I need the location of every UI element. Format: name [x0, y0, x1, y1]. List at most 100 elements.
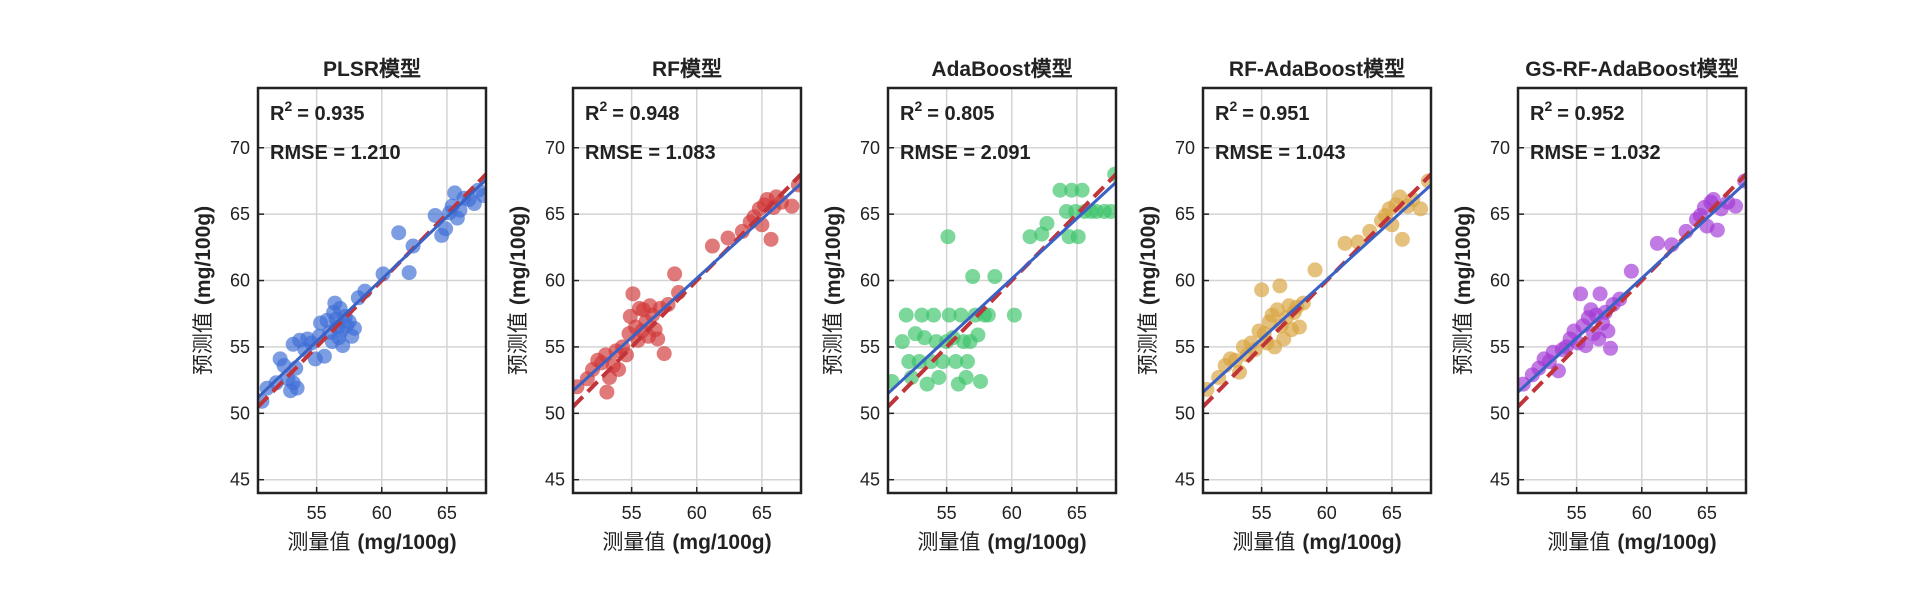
data-point: [1006, 307, 1022, 323]
data-point: [391, 225, 407, 241]
y-tick-label: 65: [1175, 204, 1195, 224]
rmse-annotation: RMSE = 1.083: [585, 142, 716, 164]
data-point: [475, 188, 486, 204]
data-point: [1728, 198, 1744, 214]
y-tick-label: 60: [1175, 271, 1195, 291]
x-tick-label: 60: [687, 503, 707, 523]
r2-superscript: 2: [1229, 98, 1237, 114]
x-axis-label-unit: (mg/100g): [672, 531, 771, 554]
data-point: [650, 331, 666, 347]
y-tick-label: 65: [860, 204, 880, 224]
y-axis-label: 预测值 (mg/100g): [507, 206, 530, 375]
data-point: [1394, 231, 1410, 247]
y-tick-label: 45: [1175, 470, 1195, 490]
data-point: [940, 229, 956, 245]
y-tick-label: 50: [860, 403, 880, 423]
axes-frame: [1201, 86, 1433, 495]
x-axis-label-cn: 测量值: [287, 531, 350, 554]
x-axis-label-cn: 测量值: [602, 531, 665, 554]
data-point: [973, 373, 989, 389]
y-tick-label: 55: [1175, 337, 1195, 357]
data-point: [1103, 203, 1116, 219]
x-axis-label: 测量值 (mg/100g): [917, 531, 1086, 554]
r2-symbol: R: [900, 103, 915, 125]
x-axis-label: 测量值 (mg/100g): [1547, 531, 1716, 554]
panel-title: PLSR模型: [323, 57, 421, 81]
x-axis-label: 测量值 (mg/100g): [287, 531, 456, 554]
axes-frame: [256, 86, 488, 495]
y-axis-label: 预测值 (mg/100g): [1452, 206, 1475, 375]
data-point: [965, 269, 981, 285]
y-tick-label: 60: [1490, 271, 1510, 291]
y-tick-label: 50: [1490, 403, 1510, 423]
r2-symbol: R: [585, 103, 600, 125]
data-point: [901, 354, 917, 370]
x-tick-label: 55: [937, 503, 957, 523]
data-point: [1022, 229, 1038, 245]
data-point: [375, 266, 391, 282]
x-tick-label: 60: [372, 503, 392, 523]
y-tick-label: 50: [230, 403, 250, 423]
x-tick-label: 55: [622, 503, 642, 523]
data-point: [1247, 342, 1263, 358]
y-tick-label: 45: [545, 470, 565, 490]
data-point: [1573, 286, 1589, 302]
data-point: [1307, 262, 1323, 278]
y-tick-label: 55: [860, 337, 880, 357]
data-point: [1254, 282, 1270, 298]
r2-annotation: R2 = 0.948: [585, 98, 680, 125]
data-layer: [258, 172, 486, 409]
data-layer: [573, 172, 801, 409]
r2-annotation: R2 = 0.952: [1530, 98, 1625, 125]
rmse-annotation: RMSE = 1.032: [1530, 142, 1661, 164]
r2-superscript: 2: [599, 98, 607, 114]
data-point: [959, 354, 975, 370]
data-point: [1064, 182, 1080, 198]
panel-title: RF模型: [652, 57, 722, 81]
scatter-panel-3: 55 60 65 45 50 55 60 65 70 AdaBoost模型 R2 = 0.805 RMS…: [822, 57, 1118, 554]
data-point: [958, 369, 974, 385]
data-point: [1592, 286, 1608, 302]
y-tick-label: 70: [230, 138, 250, 158]
data-point: [720, 230, 736, 246]
scatter-panel-1: 55 60 65 45 50 55 60 65 70 PLSR模型 R2 = 0.935 RMSE = …: [192, 57, 488, 554]
data-point: [1272, 278, 1288, 294]
data-point: [926, 307, 942, 323]
axes-frame: [886, 86, 1118, 495]
y-tick-label: 50: [545, 403, 565, 423]
r2-superscript: 2: [914, 98, 922, 114]
data-point: [704, 238, 720, 254]
data-point: [784, 198, 800, 214]
r2-symbol: R: [270, 103, 285, 125]
data-point: [1337, 235, 1353, 251]
y-tick-label: 55: [545, 337, 565, 357]
fit-line: [258, 178, 486, 399]
data-point: [894, 334, 910, 350]
ideal-line: [573, 172, 801, 409]
r2-value: = 0.951: [1242, 103, 1309, 125]
r2-value: = 0.805: [927, 103, 994, 125]
data-point: [1070, 229, 1086, 245]
fit-line: [1203, 183, 1431, 394]
r2-value: = 0.948: [612, 103, 679, 125]
rmse-annotation: RMSE = 1.210: [270, 142, 401, 164]
data-point: [1039, 215, 1055, 231]
y-axis-label-unit: (mg/100g): [507, 206, 530, 305]
data-point: [763, 231, 779, 247]
x-tick-label: 65: [1382, 503, 1402, 523]
data-point: [980, 307, 996, 323]
data-point: [1623, 263, 1639, 279]
y-tick-label: 60: [545, 271, 565, 291]
x-tick-label: 60: [1632, 503, 1652, 523]
data-point: [1600, 323, 1616, 339]
y-tick-label: 45: [860, 470, 880, 490]
axes-frame: [571, 86, 803, 495]
y-axis-label-cn: 预测值: [822, 312, 845, 375]
y-tick-label: 55: [1490, 337, 1510, 357]
data-point: [970, 327, 986, 343]
y-axis-label-unit: (mg/100g): [1452, 206, 1475, 305]
scatter-panel-2: 55 60 65 45 50 55 60 65 70 RF模型 R2 = 0.948 RMSE = 1.…: [507, 57, 803, 554]
data-point: [935, 354, 951, 370]
